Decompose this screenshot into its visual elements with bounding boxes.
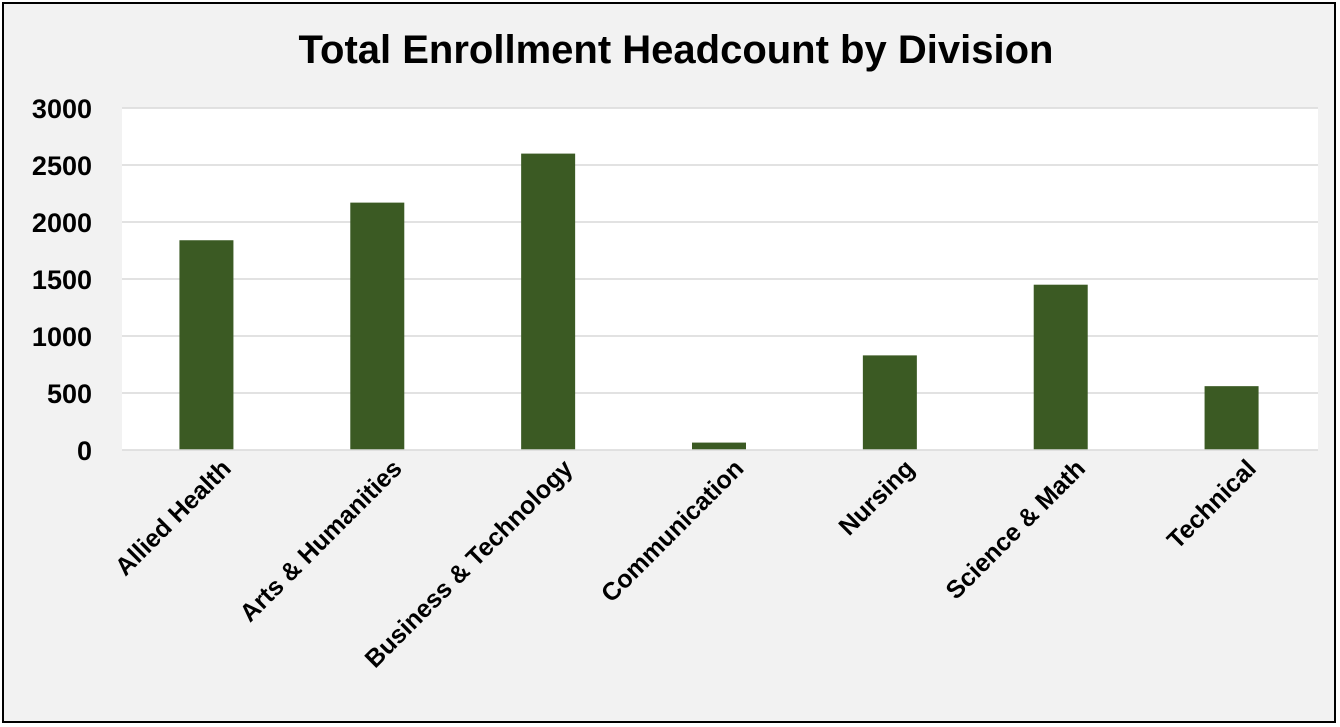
x-tick-label: Nursing [834,454,921,541]
y-tick-label: 500 [47,379,92,409]
x-tick-label: Arts & Humanities [234,454,407,627]
x-tick-label: Science & Math [940,454,1090,604]
y-axis-ticks: 0 500 1000 1500 2000 2500 3000 [32,94,92,466]
bar-arts-humanities [350,202,405,450]
bar-science-math [1033,284,1088,450]
bar-communication [692,442,746,450]
y-tick-label: 3000 [32,94,92,124]
bar-allied-health [179,240,234,450]
chart-title: Total Enrollment Headcount by Division [298,28,1054,72]
y-tick-label: 2500 [32,151,92,181]
x-tick-label: Allied Health [110,454,237,581]
bar-nursing [862,355,917,450]
bar-business-technology [521,153,576,450]
x-tick-label: Technical [1162,454,1262,554]
y-tick-label: 2000 [32,208,92,238]
gridlines [122,107,1318,394]
bars [179,153,1259,450]
y-tick-label: 1000 [32,322,92,352]
y-tick-label: 1500 [32,265,92,295]
bar-technical [1204,386,1259,450]
y-tick-label: 0 [77,436,92,466]
x-tick-label: Communication [596,454,749,607]
